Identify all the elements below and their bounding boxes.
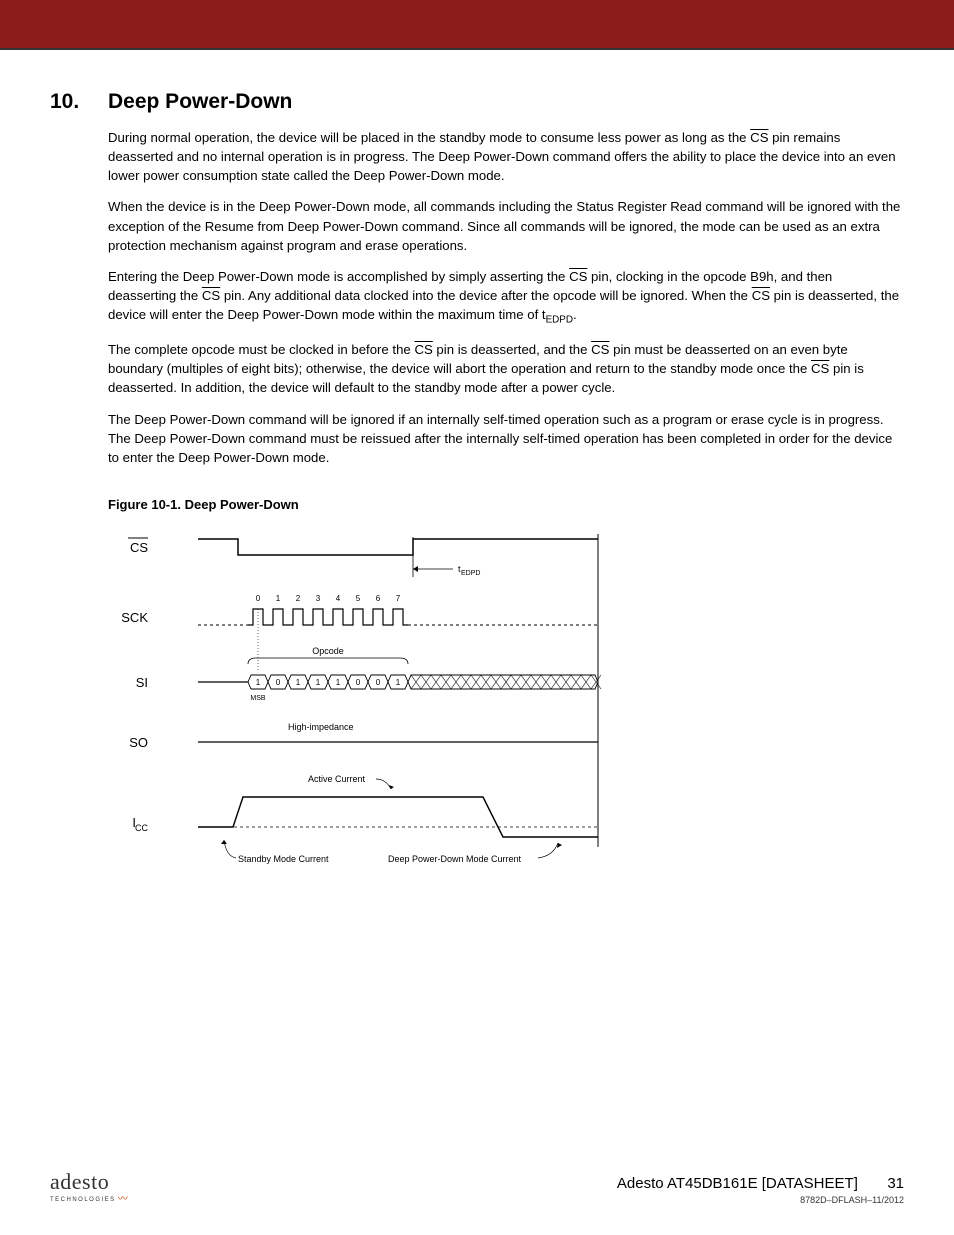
edpd-sub: EDPD bbox=[546, 315, 573, 326]
svg-text:3: 3 bbox=[316, 594, 321, 603]
svg-text:5: 5 bbox=[356, 594, 361, 603]
svg-text:2: 2 bbox=[296, 594, 301, 603]
text: . bbox=[573, 307, 577, 322]
figure-title: Deep Power-Down bbox=[185, 497, 299, 512]
svg-text:Deep Power-Down Mode Current: Deep Power-Down Mode Current bbox=[388, 854, 522, 864]
text: pin is deasserted, and the bbox=[433, 342, 591, 357]
figure-caption: Figure 10-1. Deep Power-Down bbox=[108, 497, 904, 512]
text: pin. Any additional data clocked into th… bbox=[220, 288, 752, 303]
text: During normal operation, the device will… bbox=[108, 130, 750, 145]
paragraph-4: The complete opcode must be clocked in b… bbox=[108, 340, 904, 397]
cs-pin: CS bbox=[591, 342, 609, 357]
logo-swoosh-icon: 〰 bbox=[118, 1195, 130, 1205]
cs-pin: CS bbox=[569, 269, 587, 284]
page-number: 31 bbox=[887, 1175, 904, 1192]
svg-text:1: 1 bbox=[256, 678, 261, 687]
svg-text:6: 6 bbox=[376, 594, 381, 603]
svg-text:0: 0 bbox=[356, 678, 361, 687]
svg-text:0: 0 bbox=[376, 678, 381, 687]
doc-title: Adesto AT45DB161E [DATASHEET] bbox=[617, 1175, 858, 1192]
text: Entering the Deep Power-Down mode is acc… bbox=[108, 269, 569, 284]
section-title: Deep Power-Down bbox=[108, 90, 292, 114]
cs-pin: CS bbox=[202, 288, 220, 303]
logo-subtext: TECHNOLOGIES 〰 bbox=[50, 1195, 129, 1205]
svg-text:MSB: MSB bbox=[250, 695, 266, 702]
text: The complete opcode must be clocked in b… bbox=[108, 342, 414, 357]
svg-text:1: 1 bbox=[276, 594, 281, 603]
paragraph-1: During normal operation, the device will… bbox=[108, 128, 904, 185]
cs-pin: CS bbox=[752, 288, 770, 303]
doc-id: 8782D–DFLASH–11/2012 bbox=[617, 1195, 904, 1205]
svg-text:1: 1 bbox=[336, 678, 341, 687]
svg-text:SO: SO bbox=[129, 735, 148, 750]
timing-diagram: CSSCKSISOICCtEDPD01234567Opcode10111001M… bbox=[108, 522, 628, 892]
vendor-logo: adesto TECHNOLOGIES 〰 bbox=[50, 1169, 129, 1205]
cs-pin: CS bbox=[750, 130, 768, 145]
svg-text:Opcode: Opcode bbox=[312, 646, 344, 656]
cs-pin: CS bbox=[811, 361, 829, 376]
timing-svg: CSSCKSISOICCtEDPD01234567Opcode10111001M… bbox=[108, 522, 628, 892]
svg-text:0: 0 bbox=[276, 678, 281, 687]
svg-text:4: 4 bbox=[336, 594, 341, 603]
logo-sub-label: TECHNOLOGIES bbox=[50, 1197, 116, 1203]
svg-text:CC: CC bbox=[135, 823, 148, 833]
svg-text:EDPD: EDPD bbox=[461, 570, 480, 577]
svg-text:1: 1 bbox=[296, 678, 301, 687]
section-heading: 10. Deep Power-Down bbox=[50, 90, 904, 114]
main-content: 10. Deep Power-Down During normal operat… bbox=[0, 50, 954, 892]
page-footer: adesto TECHNOLOGIES 〰 Adesto AT45DB161E … bbox=[0, 1169, 954, 1205]
figure-number: Figure 10-1. bbox=[108, 497, 181, 512]
paragraph-5: The Deep Power-Down command will be igno… bbox=[108, 410, 904, 467]
cs-pin: CS bbox=[414, 342, 432, 357]
section-number: 10. bbox=[50, 90, 108, 114]
footer-right: Adesto AT45DB161E [DATASHEET] 31 8782D–D… bbox=[617, 1175, 904, 1205]
header-bar bbox=[0, 0, 954, 50]
logo-text: adesto bbox=[50, 1169, 109, 1195]
svg-text:High-impedance: High-impedance bbox=[288, 722, 354, 732]
svg-text:1: 1 bbox=[396, 678, 401, 687]
svg-text:1: 1 bbox=[316, 678, 321, 687]
svg-text:0: 0 bbox=[256, 594, 261, 603]
svg-text:Standby Mode Current: Standby Mode Current bbox=[238, 854, 329, 864]
svg-text:Active Current: Active Current bbox=[308, 774, 366, 784]
svg-text:7: 7 bbox=[396, 594, 401, 603]
svg-text:SCK: SCK bbox=[121, 610, 148, 625]
paragraph-2: When the device is in the Deep Power-Dow… bbox=[108, 197, 904, 254]
svg-text:CS: CS bbox=[130, 540, 148, 555]
svg-text:SI: SI bbox=[136, 675, 148, 690]
paragraph-3: Entering the Deep Power-Down mode is acc… bbox=[108, 267, 904, 328]
